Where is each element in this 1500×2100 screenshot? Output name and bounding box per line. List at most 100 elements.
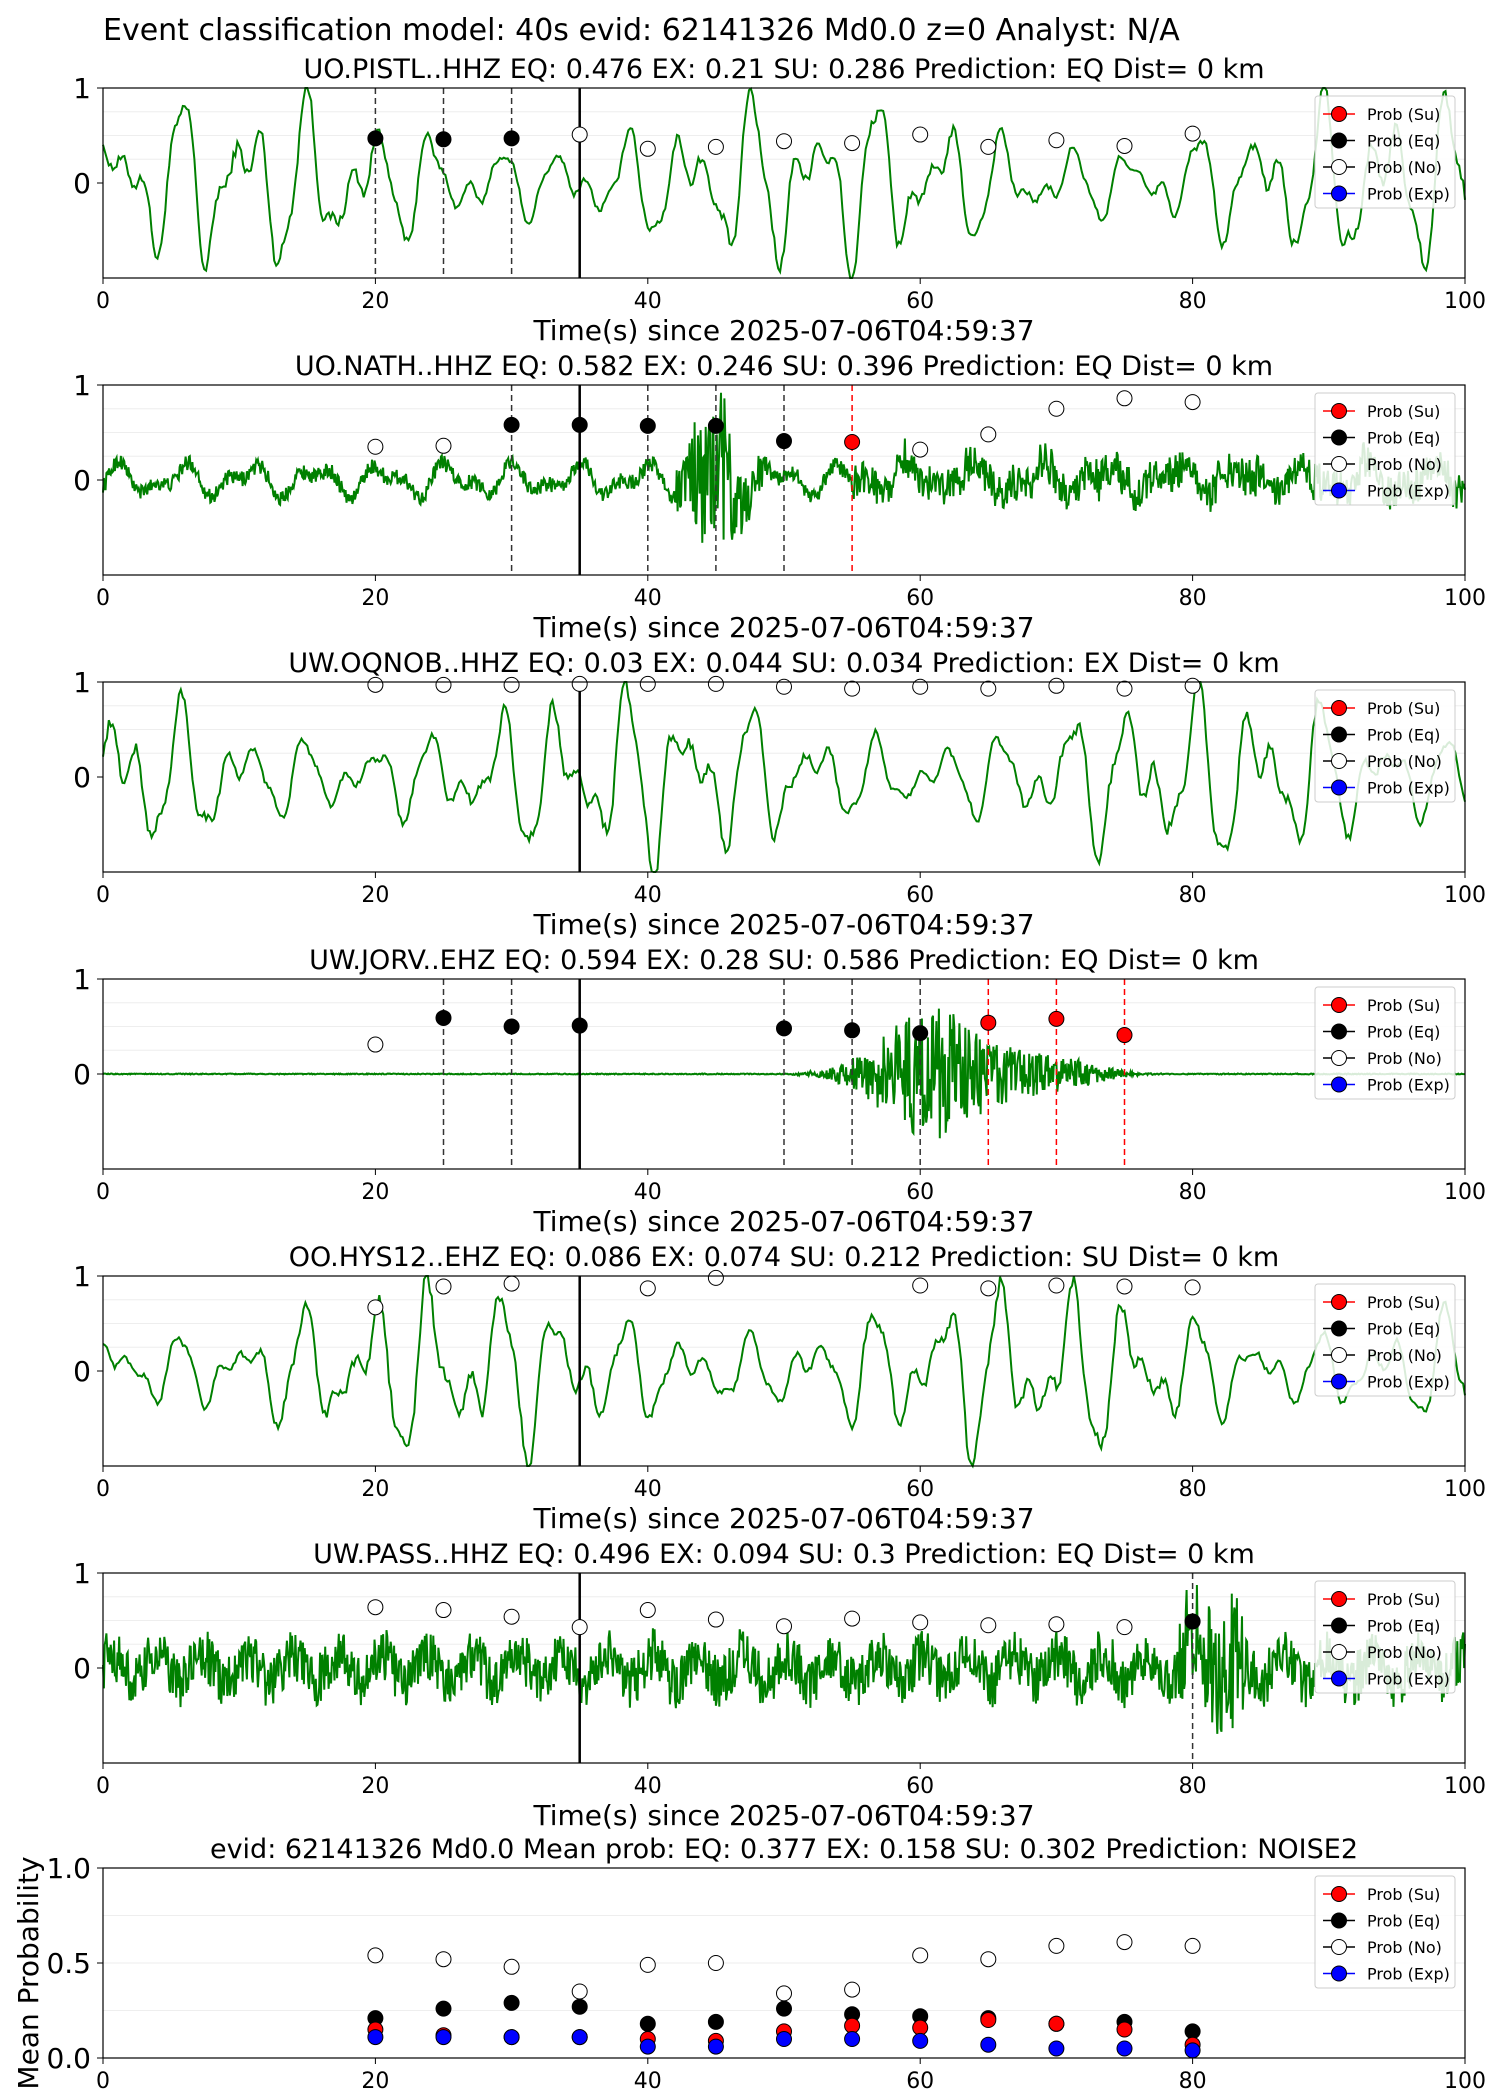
y-tick-label: 1 [73, 666, 91, 699]
prob-point-no [1184, 394, 1201, 411]
mean-point-eq [776, 2000, 792, 2017]
mean-point-no [639, 1956, 656, 1973]
prob-point-no [844, 1610, 861, 1627]
mean-point-eq [503, 1994, 520, 2011]
x-tick-label: 100 [1444, 883, 1486, 908]
waveform-trace [102, 681, 1466, 873]
x-axis-label: Time(s) since 2025-07-06T04:59:37 [532, 1502, 1034, 1535]
prob-point-no [435, 676, 452, 693]
x-axis-label: Time(s) since 2025-07-06T04:59:37 [532, 908, 1034, 941]
legend-label-exp: Prob (Exp) [1367, 1965, 1450, 1984]
prob-point-no [707, 1269, 724, 1286]
legend-box [1314, 1283, 1456, 1397]
waveform-trace [102, 1584, 1466, 1734]
y-tick-label: 1.0 [46, 1852, 91, 1885]
mean-point-exp [639, 2038, 656, 2055]
y-axis-label: Mean Probability [12, 1856, 45, 2089]
x-axis-label: Time(s) since 2025-07-06T04:59:37 [532, 1205, 1034, 1238]
prob-point-no [912, 1277, 929, 1294]
y-tick-label: 1 [73, 963, 91, 996]
legend-marker-no [1331, 1644, 1347, 1660]
prob-point-no [707, 138, 724, 155]
mean-point-eq [435, 2000, 452, 2017]
prob-point-no [1184, 677, 1201, 694]
mean-point-no [435, 1951, 452, 1968]
legend-label-exp: Prob (Exp) [1367, 1373, 1450, 1392]
legend-label-no: Prob (No) [1367, 158, 1442, 177]
legend-marker-no [1331, 753, 1347, 769]
legend-marker-eq [1331, 726, 1347, 743]
legend-label-exp: Prob (Exp) [1367, 779, 1450, 798]
mean-point-no [503, 1958, 520, 1975]
y-tick-label: 0 [73, 761, 91, 794]
prob-point-no [980, 138, 997, 155]
x-tick-label: 60 [906, 1180, 934, 1205]
prob-point-no [707, 675, 724, 692]
x-tick-label: 20 [361, 2069, 389, 2094]
x-tick-label: 0 [96, 586, 110, 611]
legend-marker-no [1331, 1939, 1347, 1955]
legend-marker-exp [1331, 1965, 1347, 1982]
legend: Prob (Su) Prob (Eq) Prob (No) Prob (Exp) [1314, 1875, 1456, 1989]
mean-point-exp [776, 2031, 792, 2047]
station-panel-2: UO.NATH..HHZ EQ: 0.582 EX: 0.246 SU: 0.3… [73, 351, 1486, 644]
legend-label-eq: Prob (Eq) [1367, 429, 1440, 448]
prob-point-no [1184, 125, 1201, 142]
legend-marker-exp [1331, 1670, 1347, 1687]
legend-label-exp: Prob (Exp) [1367, 1670, 1450, 1689]
mean-point-exp [435, 2029, 452, 2046]
prob-point-eq [844, 1022, 861, 1039]
mean-point-su [912, 2019, 929, 2036]
prob-point-no [435, 437, 452, 454]
panel-title: OO.HYS12..EHZ EQ: 0.086 EX: 0.074 SU: 0.… [289, 1242, 1279, 1273]
legend-box [1314, 1580, 1456, 1694]
x-tick-label: 0 [96, 289, 110, 314]
y-tick-label: 0 [73, 1652, 91, 1685]
mean-point-su [1116, 2021, 1133, 2038]
mean-point-no [1184, 1937, 1201, 1954]
prob-point-no [1184, 1279, 1201, 1296]
x-tick-label: 20 [361, 1774, 389, 1799]
x-tick-label: 40 [634, 1774, 662, 1799]
x-tick-label: 0 [96, 883, 110, 908]
legend-label-eq: Prob (Eq) [1367, 1023, 1440, 1042]
prob-point-no [776, 678, 792, 695]
prob-point-eq [435, 131, 452, 148]
prob-point-no [980, 426, 997, 443]
prob-point-no [367, 676, 384, 693]
x-tick-label: 100 [1444, 1477, 1486, 1502]
prob-point-eq [571, 416, 588, 433]
prob-point-eq [707, 417, 724, 434]
prob-point-no [639, 675, 656, 692]
mean-point-eq [571, 1998, 588, 2015]
legend-marker-no [1331, 456, 1347, 472]
legend-label-su: Prob (Su) [1367, 105, 1440, 124]
prob-point-eq [639, 417, 656, 434]
x-tick-label: 80 [1179, 1774, 1207, 1799]
legend-label-exp: Prob (Exp) [1367, 482, 1450, 501]
prob-point-no [1048, 400, 1065, 417]
legend-marker-exp [1331, 1076, 1347, 1093]
prob-point-no [1048, 132, 1065, 149]
prob-point-no [776, 1618, 792, 1635]
legend-label-su: Prob (Su) [1367, 1293, 1440, 1312]
x-tick-label: 60 [906, 1477, 934, 1502]
legend: Prob (Su) Prob (Eq) Prob (No) Prob (Exp) [1314, 392, 1456, 506]
mean-point-exp [980, 2036, 997, 2053]
x-tick-label: 40 [634, 586, 662, 611]
prob-point-no [571, 1619, 588, 1636]
panel-title: UW.JORV..EHZ EQ: 0.594 EX: 0.28 SU: 0.58… [309, 945, 1259, 976]
y-tick-label: 1 [73, 1260, 91, 1293]
x-tick-label: 60 [906, 2069, 934, 2094]
legend-marker-exp [1331, 779, 1347, 796]
x-tick-label: 80 [1179, 586, 1207, 611]
mean-point-no [980, 1951, 997, 1968]
mean-point-su [1048, 2015, 1065, 2032]
x-tick-label: 80 [1179, 1180, 1207, 1205]
x-tick-label: 20 [361, 586, 389, 611]
y-tick-label: 0 [73, 1355, 91, 1388]
prob-point-no [980, 1617, 997, 1634]
mean-point-exp [503, 2029, 520, 2046]
legend-marker-exp [1331, 482, 1347, 499]
prob-point-no [1116, 1619, 1133, 1636]
